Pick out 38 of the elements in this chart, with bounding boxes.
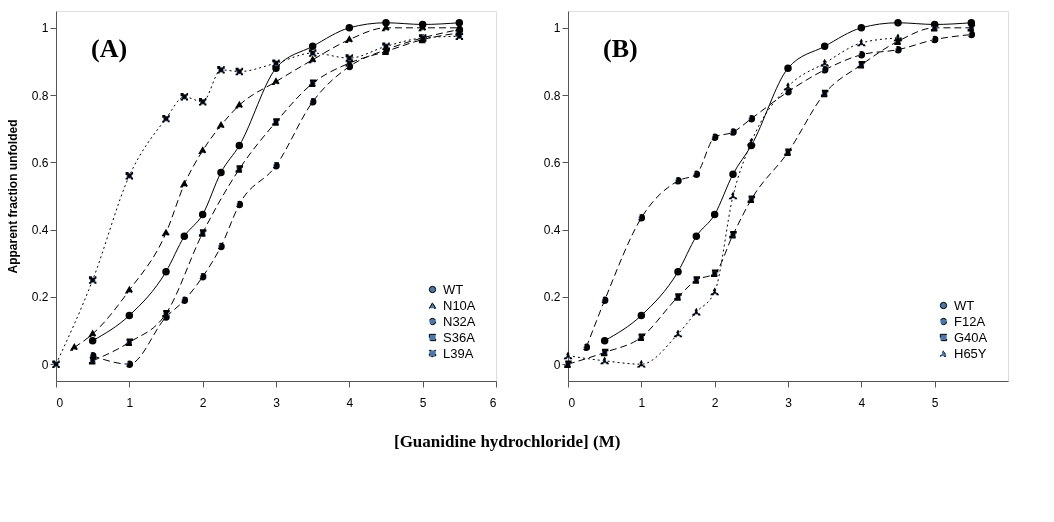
y-tick-label: 0.4: [543, 223, 561, 238]
y-tick-label: 0.8: [31, 88, 49, 103]
y-tick-label: 0: [553, 357, 561, 372]
annotation: (A): [91, 34, 128, 63]
x-tick-label: 0: [56, 395, 64, 410]
x-tick-label: 0: [568, 395, 576, 410]
y-tick-label: 1: [41, 21, 49, 36]
annotation: (B): [603, 34, 638, 63]
y-tick-label: 0.2: [543, 290, 561, 305]
x-tick-label: 2: [711, 395, 719, 410]
x-tick-label: 2: [199, 395, 207, 410]
legend-label: WT: [443, 281, 464, 297]
legend-label: WT: [954, 297, 975, 313]
x-tick-label: 5: [931, 395, 939, 410]
x-tick-label: 6: [489, 395, 497, 410]
y-tick-label: 0.4: [31, 223, 49, 238]
legend-label: L39A: [443, 345, 474, 361]
y-tick-label: 0.6: [543, 155, 561, 170]
legend-label: N10A: [443, 297, 476, 313]
legend-label: H65Y: [954, 345, 987, 361]
x-tick-label: 1: [638, 395, 646, 410]
x-tick-label: 3: [273, 395, 281, 410]
x-tick-label: 3: [785, 395, 793, 410]
y-tick-label: 0: [41, 357, 49, 372]
legend-label: S36A: [443, 329, 476, 345]
legend-label: F12A: [954, 313, 986, 329]
y-tick-label: 0.6: [31, 155, 49, 170]
y-tick-label: 1: [553, 21, 561, 36]
x-tick-label: 4: [346, 395, 354, 410]
y-tick-label: 0.8: [543, 88, 561, 103]
x-tick-label: 4: [858, 395, 866, 410]
x-tick-label: 5: [419, 395, 427, 410]
x-tick-label: 1: [126, 395, 134, 410]
y-tick-label: 0.2: [31, 290, 49, 305]
y-axis-title: Apparent fraction unfolded: [5, 119, 20, 274]
legend-label: G40A: [954, 329, 988, 345]
legend-label: N32A: [443, 313, 476, 329]
x-axis-title: [Guanidine hydrochloride] (M): [393, 431, 621, 451]
